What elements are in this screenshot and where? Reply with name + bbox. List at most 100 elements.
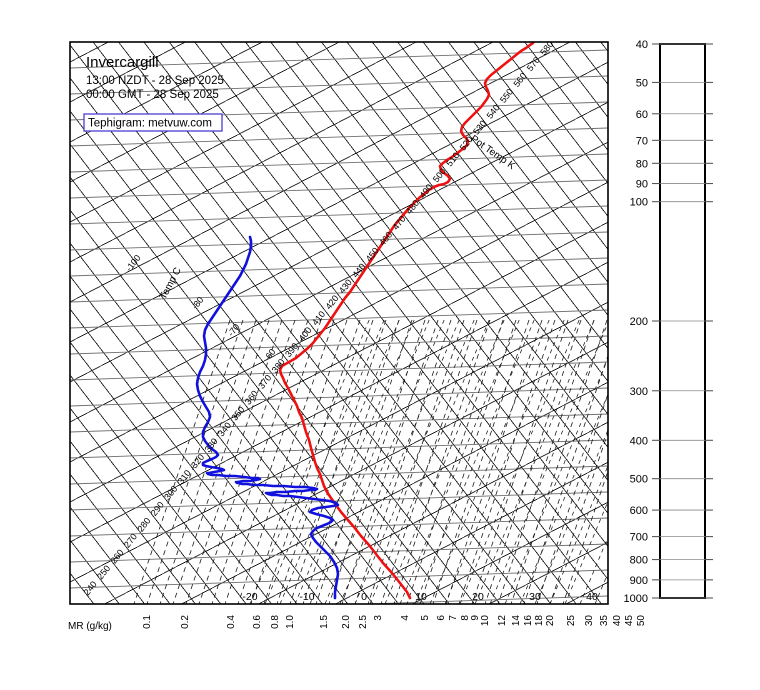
saturated-adiabat-line (445, 319, 543, 604)
temperature-tick-label: -20 (242, 591, 257, 603)
isobar-line (70, 75, 608, 95)
mixing-ratio-tick-label: 7 (448, 615, 459, 621)
temperature-tick-label: 40 (586, 591, 598, 603)
saturated-adiabat-line (224, 319, 322, 604)
saturated-adiabat-line (419, 319, 517, 604)
isentrope-line (244, 42, 608, 514)
mixing-ratio-tick-label: 16 (523, 615, 534, 627)
mixing-ratio-tick-label: 45 (624, 615, 635, 627)
mixing-ratio-line (414, 317, 536, 604)
isobar-line (70, 361, 608, 381)
temperature-curve (278, 42, 535, 600)
mixing-ratio-line (504, 357, 608, 604)
isotherm-line (70, 61, 608, 343)
isotherm-line (70, 42, 571, 303)
mixing-ratio-tick-label: 4 (400, 615, 411, 621)
saturated-adiabat-line (510, 319, 608, 604)
mixing-ratio-tick-label: 20 (545, 615, 556, 627)
mixing-ratio-line (534, 429, 608, 604)
isentrope-line (70, 473, 171, 604)
isobar-line (70, 465, 608, 485)
temperature-tick-label: 0 (361, 591, 367, 603)
isentrope-line (168, 42, 603, 604)
isobar-line (70, 439, 608, 459)
saturated-adiabat-line (146, 319, 244, 604)
saturated-adiabat-line (497, 319, 595, 604)
isentrope-line (70, 374, 247, 604)
pressure-tick-label: 50 (636, 77, 648, 89)
saturated-adiabat-line (367, 319, 465, 604)
isobar-line (70, 491, 608, 511)
isobar-line (70, 179, 608, 199)
pressure-tick-label: 70 (636, 135, 648, 147)
plot-frame (69, 41, 609, 605)
credit-label[interactable]: Tephigram: metvuw.com (88, 118, 212, 130)
isentrope-line (194, 42, 608, 580)
temperature-tick-label: 30 (529, 591, 541, 603)
mixing-ratio-tick-label: 40 (612, 615, 623, 627)
mixing-ratio-line (564, 500, 608, 604)
saturated-adiabat-line (380, 319, 478, 604)
mixing-ratio-tick-label: 6 (436, 615, 447, 621)
credit-box (83, 113, 223, 132)
saturated-adiabat-line (458, 319, 556, 604)
mixing-ratio-tick-label: 2.0 (341, 615, 352, 629)
mixing-ratio-line (459, 317, 581, 604)
local-time-label: 13:00 NZDT - 28 Sep 2025 (86, 75, 224, 87)
mixing-ratio-line (474, 317, 596, 604)
mixing-ratio-tick-label: 0.2 (180, 615, 191, 629)
mixing-ratio-tick-label: 12 (497, 615, 508, 627)
isentrope-line (143, 42, 577, 604)
saturated-adiabat-line (276, 319, 374, 604)
pressure-tick-label: 600 (630, 505, 648, 517)
isentrope-line (422, 42, 608, 283)
mixing-ratio-tick-label: 35 (599, 615, 610, 627)
isentrope-line (70, 407, 222, 604)
isentrope-line (321, 42, 608, 415)
mixing-ratio-tick-label: 0.4 (226, 615, 237, 629)
pressure-tick-label: 60 (636, 109, 648, 121)
saturated-adiabat-line (341, 319, 439, 604)
pressure-tick-label: 300 (630, 386, 648, 398)
saturated-adiabat-line (302, 319, 400, 604)
temperature-tick-label: 20 (472, 591, 484, 603)
station-title: Invercargill (86, 54, 159, 71)
isentrope-line (295, 42, 608, 448)
utc-time-label: 00:00 GMT - 28 Sep 2025 (86, 89, 219, 101)
mixing-ratio-tick-label: 2.5 (358, 615, 369, 629)
pressure-tick-label: 800 (630, 555, 648, 567)
saturated-adiabat-line (185, 319, 283, 604)
saturated-adiabat-line (172, 319, 270, 604)
saturated-adiabat-line (198, 319, 296, 604)
isentrope-line (397, 42, 608, 316)
isotherm-line (334, 461, 608, 604)
pressure-tick-label: 1000 (624, 593, 648, 605)
pressure-tick-label: 100 (630, 197, 648, 209)
mixing-ratio-line (369, 317, 491, 604)
isobar-line (70, 153, 608, 173)
isobar-line (70, 335, 608, 355)
isotherm-line (70, 101, 608, 383)
isobar-line (355, 595, 608, 604)
pressure-tick-label: 500 (630, 474, 648, 486)
pressure-tick-label: 400 (630, 435, 648, 447)
pressure-tick-label: 40 (636, 39, 648, 51)
isentrope-line (70, 341, 273, 604)
isentrope-line (70, 209, 374, 604)
mixing-ratio-tick-label: 9 (470, 615, 481, 621)
saturated-adiabat-line (315, 319, 413, 604)
mixing-ratio-tick-label: 5 (420, 615, 431, 621)
isentrope-line (70, 110, 450, 604)
mixing-ratio-tick-label: 14 (511, 615, 522, 627)
pressure-tick-label: 200 (630, 316, 648, 328)
isentrope-line (70, 44, 501, 604)
isentrope-line (473, 42, 608, 217)
header-block: Invercargill 13:00 NZDT - 28 Sep 2025 00… (83, 54, 224, 132)
mixing-ratio-line (399, 317, 521, 604)
saturated-adiabat-line (484, 319, 582, 604)
isobar-line (70, 309, 608, 329)
mixing-ratio-line (489, 321, 608, 604)
mixing-ratio-tick-label: 0.6 (252, 615, 263, 629)
